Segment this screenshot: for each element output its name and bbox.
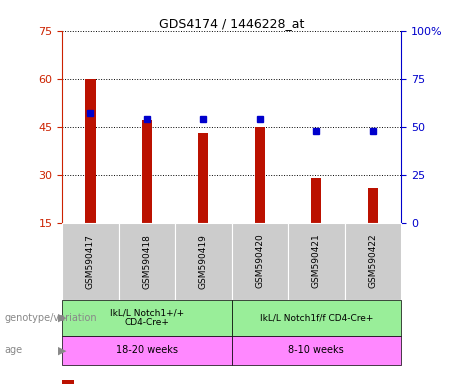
Bar — [231, 223, 288, 300]
Title: GDS4174 / 1446228_at: GDS4174 / 1446228_at — [159, 17, 304, 30]
Bar — [198, 133, 208, 223]
Text: GSM590421: GSM590421 — [312, 234, 321, 288]
Bar — [231, 336, 401, 365]
Text: GSM590422: GSM590422 — [368, 234, 378, 288]
Text: IkL/L Notch1+/+
CD4-Cre+: IkL/L Notch1+/+ CD4-Cre+ — [110, 308, 184, 328]
Text: GSM590417: GSM590417 — [86, 234, 95, 288]
Text: GSM590419: GSM590419 — [199, 234, 208, 288]
Bar — [85, 79, 95, 223]
Text: GSM590420: GSM590420 — [255, 234, 265, 288]
Bar — [62, 300, 231, 336]
Bar — [175, 223, 231, 300]
Bar — [142, 120, 152, 223]
Text: 18-20 weeks: 18-20 weeks — [116, 345, 178, 356]
Bar — [288, 223, 344, 300]
Bar — [344, 223, 401, 300]
Text: 8-10 weeks: 8-10 weeks — [289, 345, 344, 356]
Text: age: age — [5, 345, 23, 356]
Text: GSM590418: GSM590418 — [142, 234, 152, 288]
Bar — [62, 336, 231, 365]
Bar — [118, 223, 175, 300]
Bar — [231, 300, 401, 336]
Bar — [62, 380, 74, 384]
Bar — [255, 127, 265, 223]
Text: ▶: ▶ — [58, 345, 66, 356]
Bar — [368, 187, 378, 223]
Bar — [62, 223, 118, 300]
Text: IkL/L Notch1f/f CD4-Cre+: IkL/L Notch1f/f CD4-Cre+ — [260, 313, 373, 322]
Text: ▶: ▶ — [58, 313, 66, 323]
Text: genotype/variation: genotype/variation — [5, 313, 97, 323]
Bar — [311, 178, 321, 223]
